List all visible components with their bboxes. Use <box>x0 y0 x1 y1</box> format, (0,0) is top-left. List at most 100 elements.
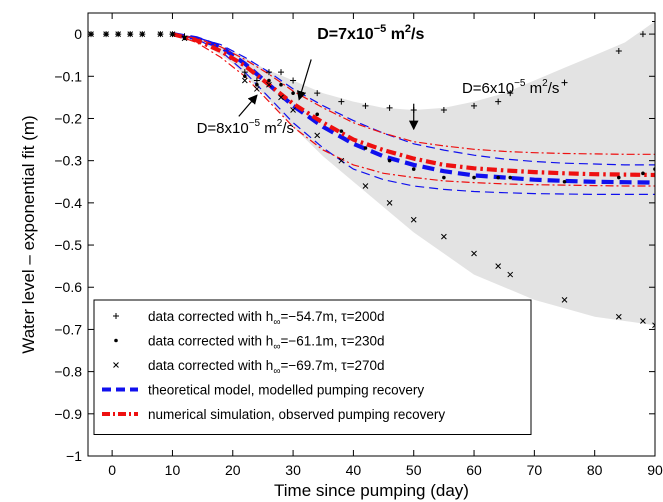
axes-frame <box>87 12 656 457</box>
data-point-s1-15 <box>363 146 368 150</box>
annotation-1: D=6x10−5 m2/s <box>462 78 559 97</box>
data-point-s0-13 <box>314 90 321 97</box>
annotation-2-part-4: /s <box>282 120 294 137</box>
model-line-1 <box>172 33 655 166</box>
data-point-s2-3 <box>127 31 134 37</box>
data-point-s0-15 <box>362 102 369 109</box>
data-point-s1-8 <box>243 74 247 79</box>
data-point-s2-12 <box>290 107 296 113</box>
x-tick-label-3: 30 <box>285 462 301 478</box>
model-line-4 <box>172 33 655 155</box>
y-tick-label-0: 0 <box>74 26 82 42</box>
data-point-s0-22 <box>561 79 568 86</box>
y-tick-label-10: −1 <box>66 448 82 464</box>
y-tick-label-2: −0.2 <box>54 110 82 126</box>
plot-clip-group <box>88 18 655 329</box>
data-point-s2-23 <box>615 313 622 320</box>
data-point-s2-21 <box>507 271 514 278</box>
annotation-0-part-3: 2 <box>405 23 411 35</box>
annotation-0-part-1: −5 <box>374 23 387 35</box>
data-point-s1-16 <box>387 158 392 163</box>
annotation-2-part-0: D=8x10 <box>197 120 249 137</box>
data-point-s0-14 <box>338 98 345 105</box>
annotation-arrow-0 <box>296 59 312 101</box>
legend-swatch-0 <box>113 313 119 319</box>
data-point-s2-13 <box>314 132 321 139</box>
legend-label-2-prefix: data corrected with h <box>148 358 273 373</box>
annotation-2-part-3: 2 <box>277 118 283 129</box>
envelope-band <box>88 21 655 326</box>
data-point-s2-8 <box>241 77 248 84</box>
data-point-s2-10 <box>266 81 272 88</box>
annotation-1-part-2: m <box>526 80 543 97</box>
data-point-s1-19 <box>472 175 476 180</box>
annotation-0-part-4: /s <box>411 26 424 43</box>
data-point-s2-5 <box>157 31 164 37</box>
data-point-s0-25 <box>652 18 655 25</box>
data-point-s0-19 <box>471 102 478 109</box>
legend-swatch-2 <box>113 362 119 368</box>
x-tick-label-6: 60 <box>466 462 482 478</box>
x-tick-label-0: 0 <box>108 462 116 478</box>
data-point-s2-25 <box>652 322 655 329</box>
y-tick-label-5: −0.5 <box>54 237 82 253</box>
x-axis-label: Time since pumping (day) <box>274 481 469 500</box>
data-point-s0-23 <box>615 47 622 54</box>
data-point-s0-18 <box>440 107 447 114</box>
legend-label-4-prefix: numerical simulation, observed pumping r… <box>148 407 445 422</box>
legend-label-1-prefix: data corrected with h <box>148 334 273 349</box>
data-point-s2-2 <box>115 31 122 37</box>
legend-box <box>93 299 532 435</box>
data-point-s0-21 <box>507 90 514 97</box>
annotation-0: D=7x10−5 m2/s <box>317 23 424 43</box>
data-point-s2-14 <box>338 157 345 164</box>
data-point-s1-21 <box>508 175 513 180</box>
x-tick-label-1: 10 <box>165 462 181 478</box>
annotation-2-part-1: −5 <box>249 118 261 129</box>
data-point-s1-11 <box>279 82 283 87</box>
x-tick-label-7: 70 <box>527 462 543 478</box>
y-tick-label-1: −0.1 <box>54 68 82 84</box>
data-point-s2-18 <box>441 233 447 240</box>
annotation-arrow-2 <box>238 94 258 117</box>
data-point-s0-24 <box>639 31 646 38</box>
x-tick-label-9: 90 <box>647 462 663 478</box>
legend-label-0-prefix: data corrected with h <box>148 309 273 324</box>
data-point-s0-16 <box>386 104 393 111</box>
legend-label-1-sub: ∞ <box>273 342 280 353</box>
y-tick-label-8: −0.8 <box>54 364 82 380</box>
legend-label-2-sub: ∞ <box>273 366 280 377</box>
legend-label-1: data corrected with h∞=−61.1m, τ=230d <box>148 334 385 353</box>
data-point-s2-17 <box>410 216 417 223</box>
data-point-s2-20 <box>495 263 502 269</box>
annotation-0-part-2: m <box>386 26 405 43</box>
data-point-s1-20 <box>496 175 500 180</box>
legend-label-0-sub: ∞ <box>273 317 280 328</box>
x-tick-label-5: 50 <box>406 462 422 478</box>
legend-label-1-suffix: =−61.1m, τ=230d <box>280 334 384 349</box>
data-point-s0-8 <box>241 69 248 76</box>
data-point-s0-12 <box>290 77 297 84</box>
annotation-1-part-0: D=6x10 <box>462 80 514 97</box>
data-point-s1-18 <box>442 175 446 180</box>
data-point-s2-9 <box>254 86 260 92</box>
y-tick-label-3: −0.3 <box>54 153 82 169</box>
legend-label-0: data corrected with h∞=−54.7m, τ=200d <box>148 309 385 328</box>
annotation-0-part-0: D=7x10 <box>317 26 374 43</box>
y-axis-label: Water level – exponential fit (m) <box>19 115 38 353</box>
annotation-1-part-3: 2 <box>542 78 548 89</box>
legend-label-0-suffix: =−54.7m, τ=200d <box>280 309 384 324</box>
legend: data corrected with h∞=−54.7m, τ=200ddat… <box>93 299 532 435</box>
annotation-2: D=8x10−5 m2/s <box>197 118 294 137</box>
data-point-s1-14 <box>339 129 344 133</box>
data-point-s0-10 <box>265 69 272 76</box>
annotation-2-part-2: m <box>260 120 277 137</box>
data-point-s2-6 <box>169 31 176 37</box>
x-tick-label-4: 40 <box>346 462 362 478</box>
data-point-s1-9 <box>255 82 259 87</box>
legend-label-3-prefix: theoretical model, modelled pumping reco… <box>148 383 424 398</box>
model-line-5 <box>172 33 655 187</box>
data-point-s2-11 <box>278 94 284 101</box>
legend-swatch-1 <box>114 338 118 343</box>
